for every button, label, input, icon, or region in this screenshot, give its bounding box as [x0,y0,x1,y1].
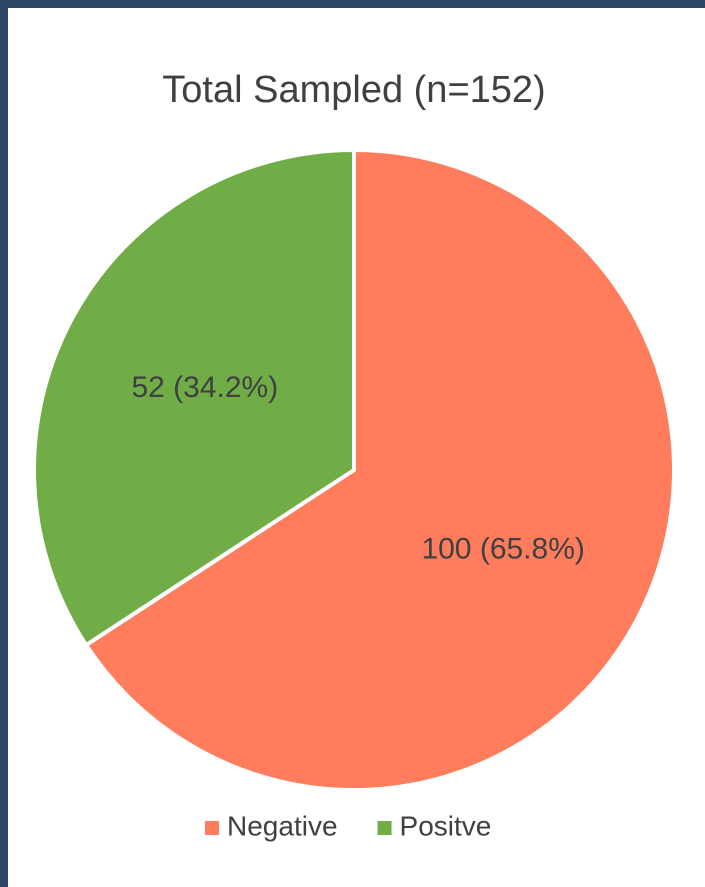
pie-slice [84,148,676,792]
legend-swatch [377,821,392,835]
legend-swatch [205,821,219,835]
legend-label: Negative [227,810,338,841]
data-label: 52 (34.2%) [131,371,278,404]
pie-slice [32,148,356,648]
legend-label: Positve [400,810,492,841]
chart-title: Total Sampled (n=152) [162,69,545,111]
data-label: 100 (65.8%) [421,533,584,566]
